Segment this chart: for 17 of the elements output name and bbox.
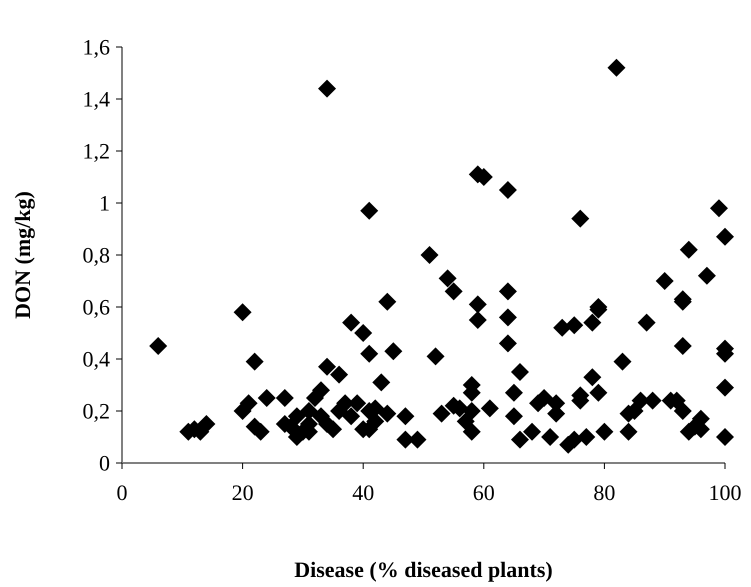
x-tick-label: 40	[352, 480, 374, 505]
x-tick-label: 60	[472, 480, 495, 505]
y-tick-label: 1,4	[82, 86, 110, 112]
y-tick-label: 1,2	[82, 138, 110, 164]
y-tick-label: 0,2	[82, 398, 110, 424]
x-tick-label: 100	[708, 480, 742, 505]
y-axis-title: DON (mg/kg)	[10, 191, 35, 319]
x-tick-label: 80	[593, 480, 616, 505]
y-tick-label: 0,8	[82, 242, 110, 268]
x-axis-title: Disease (% diseased plants)	[294, 557, 553, 582]
x-tick-label: 20	[232, 480, 254, 505]
x-tick-label: 0	[116, 480, 128, 505]
y-tick-label: 1	[99, 190, 110, 216]
y-tick-label: 0,6	[82, 294, 110, 320]
y-tick-label: 1,6	[82, 34, 110, 60]
y-tick-label: 0,4	[82, 346, 110, 372]
y-tick-label: 0	[99, 450, 110, 476]
